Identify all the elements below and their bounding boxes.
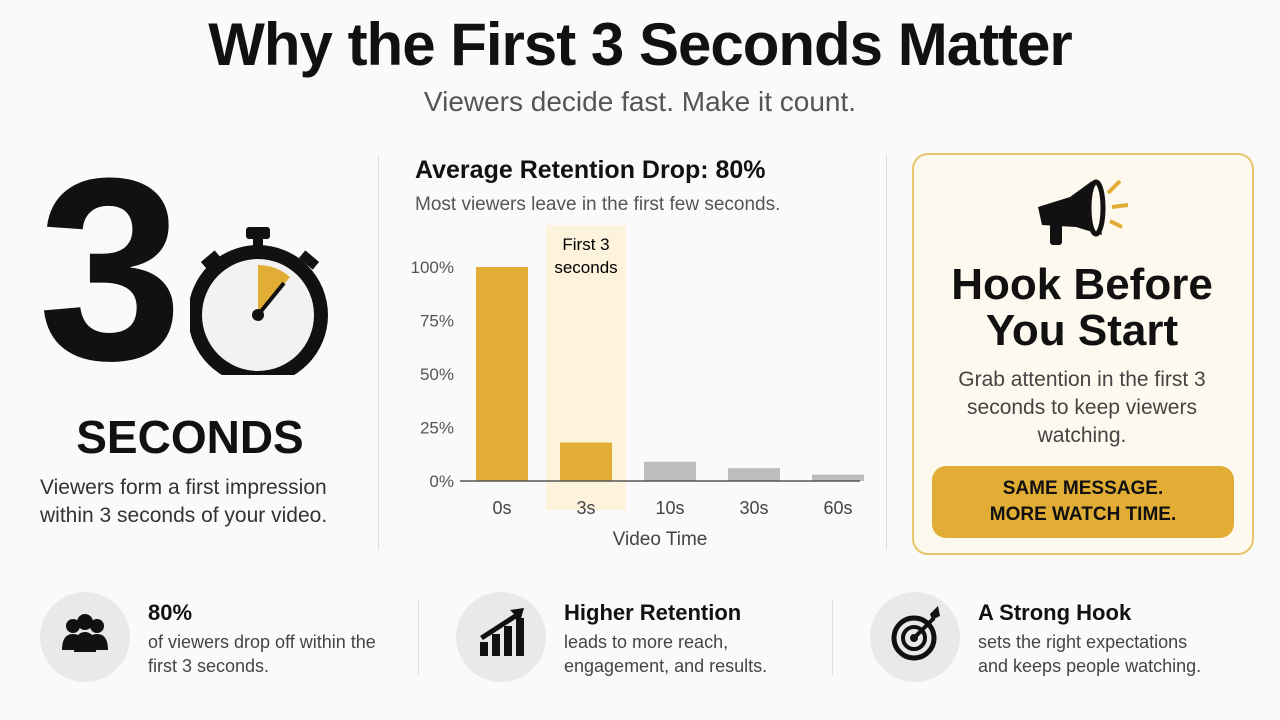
divider [832, 600, 833, 675]
card-title-line: Hook Before [951, 260, 1213, 309]
highlight-label: First 3 [562, 235, 609, 254]
y-tick-label: 0% [429, 472, 454, 491]
subtitle: Viewers decide fast. Make it count. [423, 86, 857, 117]
big-number: 3 [38, 125, 183, 415]
stat-icon-circle [40, 592, 130, 682]
x-tick-label: 10s [655, 498, 684, 518]
stat-icon [62, 614, 108, 652]
y-tick-label: 100% [411, 258, 454, 277]
cta-text: SAME MESSAGE. MORE WATCH TIME. [989, 478, 1177, 525]
stat-title: A Strong Hook [978, 600, 1132, 625]
bar [476, 267, 528, 481]
bar [812, 474, 864, 481]
unit-label: SECONDS [76, 411, 304, 463]
card-title-line: You Start [985, 306, 1179, 355]
divider [378, 155, 379, 550]
divider [886, 155, 887, 550]
bar [560, 442, 612, 481]
stat-icon [891, 606, 940, 661]
bar [728, 468, 780, 481]
stat-description: leads to more reach, engagement, and res… [564, 632, 768, 676]
y-tick-label: 75% [420, 312, 454, 331]
stat-icon-circle [870, 592, 960, 682]
title: Why the First 3 Seconds Matter [208, 11, 1073, 78]
x-tick-label: 30s [739, 498, 768, 518]
stat-icon [480, 608, 524, 656]
bar [644, 461, 696, 481]
x-tick-label: 0s [492, 498, 511, 518]
stat-title: Higher Retention [564, 600, 742, 625]
stat-title: 80% [148, 600, 193, 625]
chart: First 3 seconds 0% 25% 50% 75% 100% 0s 3s 10s 30s 6… [411, 225, 864, 550]
card-title: Hook Before You Start [912, 262, 1252, 354]
stopwatch-icon [190, 227, 328, 375]
x-axis-label: Video Time [613, 529, 708, 550]
stat-icon-circle [456, 592, 546, 682]
left-description: Viewers form a first impression within 3… [40, 476, 328, 527]
stat-description: of viewers drop off within the first 3 s… [148, 632, 376, 676]
cta-button[interactable]: SAME MESSAGE. MORE WATCH TIME. [932, 466, 1234, 538]
chart-title: Average Retention Drop: 80% [415, 156, 766, 184]
highlight-label: seconds [554, 258, 617, 277]
megaphone-icon [1038, 179, 1129, 245]
card-body: Grab attention in the first 3 seconds to… [958, 368, 1206, 447]
x-tick-label: 60s [823, 498, 852, 518]
divider [418, 600, 419, 675]
y-tick-label: 50% [420, 365, 454, 384]
y-tick-label: 25% [420, 419, 454, 438]
stat-description: sets the right expectations and keeps pe… [978, 632, 1202, 676]
chart-subtitle: Most viewers leave in the first few seco… [415, 194, 781, 215]
x-tick-label: 3s [576, 498, 595, 518]
